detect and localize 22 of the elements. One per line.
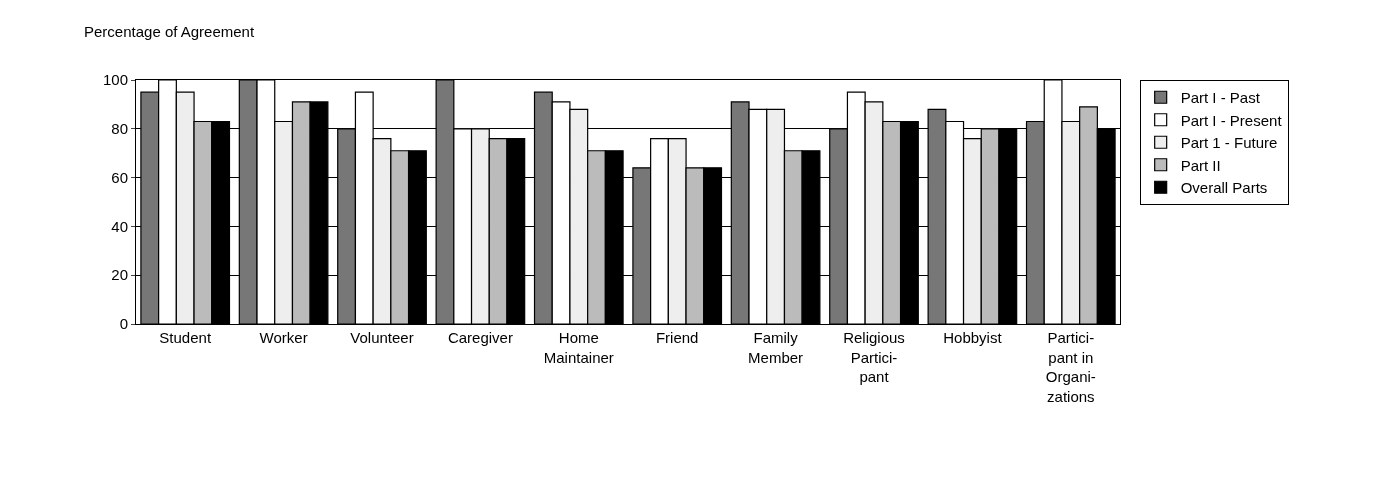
legend-label: Overall Parts (1180, 179, 1268, 197)
y-tick-label: 100 (102, 71, 128, 89)
y-tick-label: 0 (119, 315, 128, 333)
legend-label: Part I - Present (1180, 111, 1283, 129)
legend-label: Part II (1180, 156, 1221, 174)
y-axis-title: Percentage of Agreement (84, 23, 255, 40)
y-tick-label: 80 (111, 120, 128, 138)
x-tick-label: Family Member (748, 329, 804, 366)
x-tick-label: Partici- pant in Organi- zations (1045, 329, 1096, 405)
y-tick-label: 40 (111, 217, 128, 235)
y-tick-label: 60 (111, 168, 128, 186)
legend-label: Part 1 - Future (1180, 134, 1278, 152)
x-tick-label: Friend (655, 329, 699, 346)
x-tick-label: Volunteer (350, 329, 414, 346)
x-tick-label: Student (159, 329, 212, 346)
y-tick-label: 20 (111, 266, 128, 284)
x-tick-label: Hobbyist (943, 329, 1003, 346)
x-tick-label: Home Maintainer (543, 329, 614, 366)
x-tick-label: Caregiver (447, 329, 513, 346)
x-tick-label: Worker (259, 329, 308, 346)
legend-label: Part I - Past (1180, 89, 1261, 107)
x-tick-label: Religious Partici- pant (843, 329, 905, 385)
